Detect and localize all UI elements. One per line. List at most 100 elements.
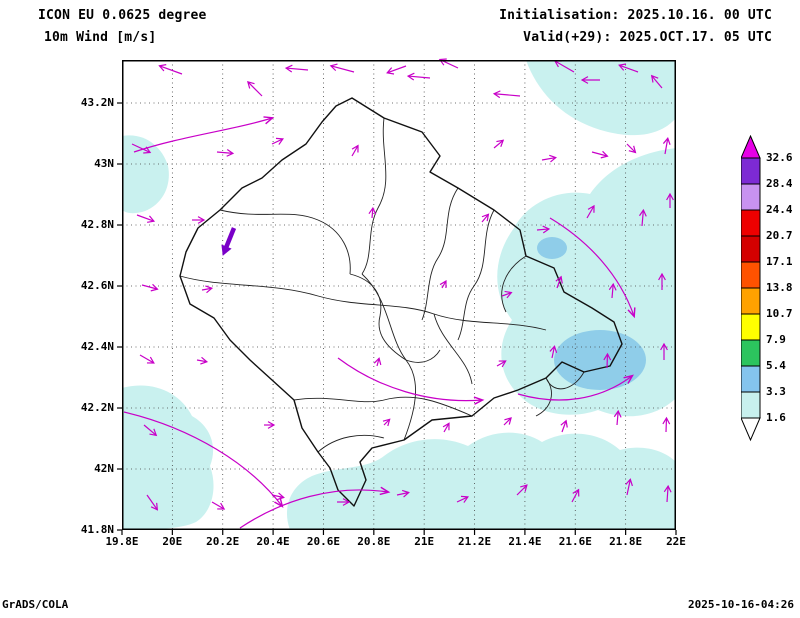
map-plot-area (117, 58, 677, 535)
legend-color-segment (740, 183, 761, 211)
wind-arrow (516, 484, 528, 496)
country-outline (179, 97, 623, 507)
legend-value-label: 10.7 (766, 307, 793, 320)
lon-tick-label: 21E (414, 535, 435, 548)
wind-arrow (246, 80, 263, 97)
wind-arrow (284, 64, 309, 73)
wind-arrow (201, 285, 214, 294)
legend-color-segment (740, 209, 761, 237)
district-border (317, 434, 385, 453)
legend-bottom-triangle (740, 417, 761, 442)
district-border (545, 371, 585, 390)
lat-tick-label: 43.2N (80, 96, 114, 109)
wind-arrow (271, 137, 284, 145)
wind-speed-shading-light (122, 385, 214, 530)
wind-arrow (368, 206, 377, 219)
wind-arrow (438, 58, 459, 69)
field-title: 10m Wind [m/s] (44, 30, 157, 45)
lon-tick-label: 20.6E (306, 535, 341, 548)
lat-tick-label: 42.4N (80, 340, 114, 353)
lon-tick-label: 20E (162, 535, 183, 548)
valid-time: Valid(+29): 2025.OCT.17. 05 UTC (523, 30, 772, 45)
wind-streamline (123, 411, 282, 506)
legend-value-label: 1.6 (766, 411, 786, 424)
lon-tick-label: 20.2E (206, 535, 240, 548)
lon-tick-label: 22E (666, 535, 686, 548)
wind-arrow (351, 144, 359, 157)
wind-arrow (406, 72, 431, 81)
legend-color-segment (740, 339, 761, 367)
lon-tick-label: 19.8E (105, 535, 139, 548)
wind-arrow (586, 204, 595, 219)
legend-value-label: 7.9 (766, 333, 786, 346)
map-canvas (117, 58, 677, 535)
wind-arrow (264, 421, 276, 429)
wind-speed-shading-light (286, 432, 676, 530)
initialisation-time: Initialisation: 2025.10.16. 00 UTC (499, 8, 772, 23)
model-title: ICON EU 0.0625 degree (38, 8, 207, 23)
district-border (501, 255, 527, 313)
wind-arrow (329, 63, 355, 73)
wind-arrow (549, 345, 558, 359)
wind-arrow (626, 143, 637, 154)
lon-tick-label: 21.4E (508, 535, 542, 548)
wind-streamline (239, 490, 388, 529)
wind-arrow (382, 418, 391, 427)
district-border (405, 349, 441, 363)
wind-arrow (192, 216, 206, 224)
district-border (293, 396, 473, 417)
legend-value-label: 28.4 (766, 177, 793, 190)
wind-speed-shading-light (526, 60, 676, 136)
wind-arrow (158, 64, 183, 75)
wind-arrow (591, 150, 609, 159)
wind-arrow (660, 342, 668, 360)
grads-credit: GrADS/COLA (2, 598, 69, 611)
wind-arrow (131, 143, 152, 154)
legend-value-label: 3.3 (766, 385, 786, 398)
legend-color-segment (740, 157, 761, 185)
wind-arrow (271, 492, 285, 501)
lon-tick-label: 21.6E (558, 535, 592, 548)
color-bar (740, 134, 761, 442)
wind-arrow (618, 63, 639, 73)
wind-speed-shading-light (122, 135, 169, 214)
wind-arrow (501, 290, 513, 299)
wind-speed-color-legend: 32.6 28.4 24.4 20.7 17.1 13.8 10.7 7.9 5.4 3.3 1.6 (740, 134, 800, 445)
wind-arrow (555, 275, 563, 289)
wind-arrow (608, 282, 617, 299)
district-border (349, 273, 407, 361)
wind-arrow (196, 356, 209, 365)
wind-arrow (456, 495, 469, 503)
district-border (179, 275, 547, 331)
wind-arrow (571, 488, 580, 503)
lat-tick-label: 43N (94, 157, 114, 170)
legend-color-segment (740, 313, 761, 341)
wind-arrow (560, 419, 568, 433)
lon-tick-label: 20.4E (256, 535, 290, 548)
lat-tick-label: 42.8N (80, 218, 114, 231)
wind-arrow (603, 352, 612, 369)
wind-arrow (139, 354, 155, 364)
wind-arrow (613, 409, 622, 426)
wind-arrow (439, 280, 447, 289)
district-border (421, 187, 459, 321)
lon-tick-label: 21.2E (457, 535, 492, 548)
legend-color-segment (740, 287, 761, 315)
legend-value-label: 5.4 (766, 359, 786, 372)
wind-streamline (517, 376, 632, 401)
district-border (219, 209, 351, 275)
legend-value-label: 13.8 (766, 281, 793, 294)
wind-arrow (663, 484, 672, 503)
wind-arrow (493, 139, 505, 149)
wind-arrow (396, 489, 410, 498)
wind-arrow (650, 74, 663, 89)
wind-arrow (216, 148, 235, 157)
wind-arrow (662, 137, 671, 155)
legend-color-segment (740, 365, 761, 393)
wind-arrow (503, 417, 512, 426)
wind-arrow (211, 501, 226, 510)
lat-tick-label: 42.2N (80, 401, 114, 414)
wind-arrow (136, 214, 156, 223)
wind-streamline (337, 357, 482, 401)
lat-tick-label: 42.6N (80, 279, 114, 292)
